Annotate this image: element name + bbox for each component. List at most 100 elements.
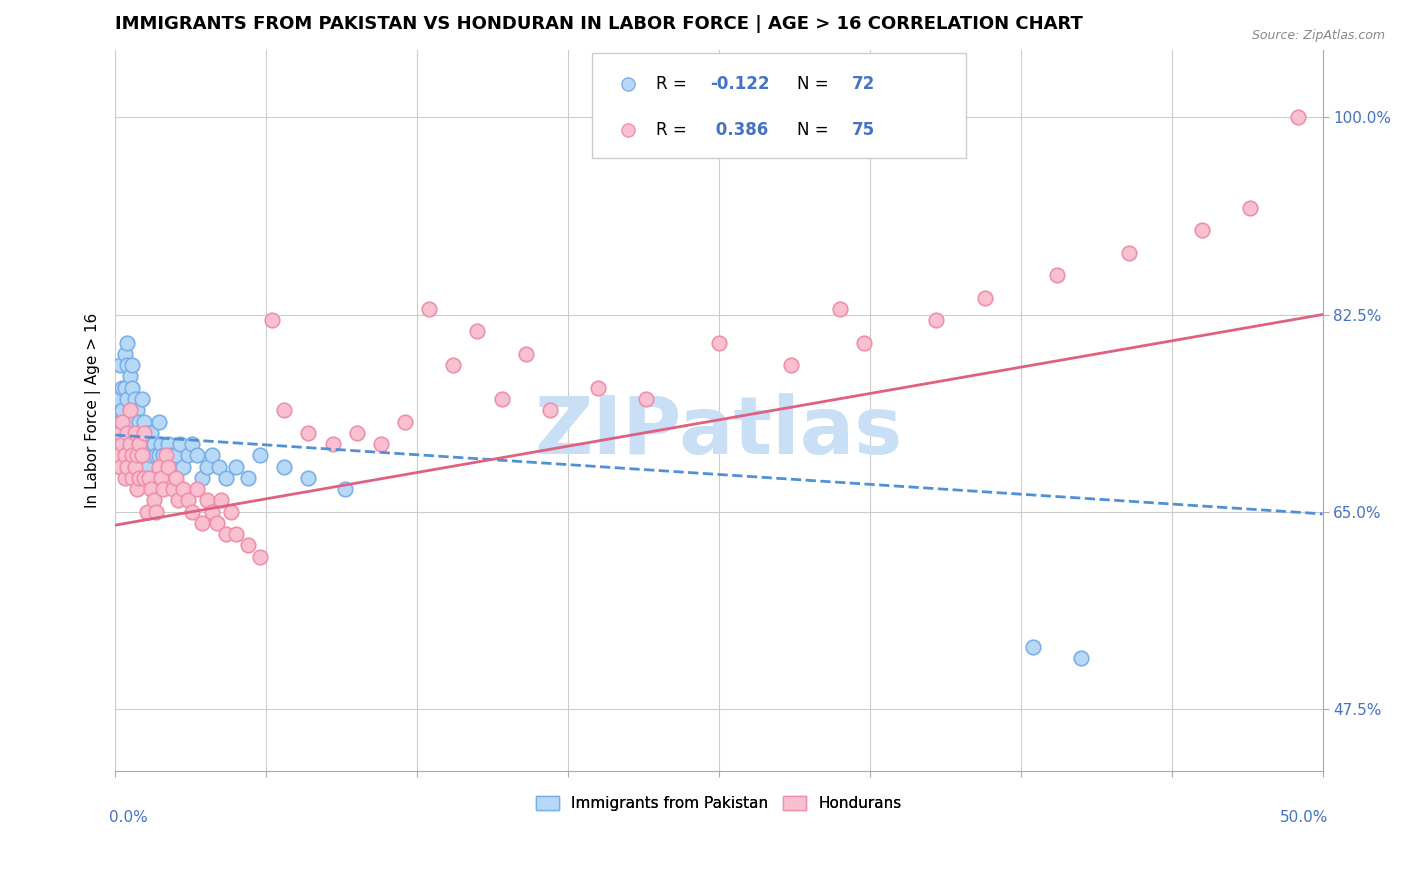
Point	[167, 493, 190, 508]
Point	[191, 516, 214, 530]
Point	[118, 403, 141, 417]
Point	[114, 347, 136, 361]
Text: R =: R =	[657, 121, 692, 139]
Point	[172, 459, 194, 474]
Point	[128, 471, 150, 485]
Point	[148, 459, 170, 474]
Point	[125, 482, 148, 496]
Text: R =: R =	[657, 75, 692, 94]
Text: 0.386: 0.386	[710, 121, 769, 139]
Point	[176, 493, 198, 508]
Point	[131, 448, 153, 462]
Point	[1070, 651, 1092, 665]
Point	[973, 291, 995, 305]
Point	[111, 437, 134, 451]
Point	[125, 448, 148, 462]
Point	[186, 482, 208, 496]
Point	[117, 335, 139, 350]
Text: 75: 75	[852, 121, 875, 139]
Point	[125, 459, 148, 474]
Point	[186, 448, 208, 462]
Point	[117, 392, 139, 406]
Point	[108, 437, 131, 451]
Point	[441, 358, 464, 372]
Point	[135, 505, 157, 519]
Point	[141, 482, 163, 496]
Point	[208, 459, 231, 474]
Point	[118, 437, 141, 451]
Point	[176, 448, 198, 462]
Point	[131, 425, 153, 440]
Text: N =: N =	[797, 75, 834, 94]
Point	[135, 425, 157, 440]
Point	[141, 448, 163, 462]
Point	[1286, 111, 1309, 125]
Point	[162, 482, 184, 496]
Text: N =: N =	[797, 121, 834, 139]
Point	[124, 425, 146, 440]
Point	[201, 505, 224, 519]
Point	[219, 505, 242, 519]
Point	[150, 471, 173, 485]
Text: -0.122: -0.122	[710, 75, 770, 94]
Point	[1130, 164, 1153, 178]
Point	[121, 448, 143, 462]
Point	[111, 381, 134, 395]
Point	[515, 347, 537, 361]
Point	[297, 471, 319, 485]
Point	[114, 448, 136, 462]
Point	[1022, 640, 1045, 654]
Point	[124, 459, 146, 474]
Text: IMMIGRANTS FROM PAKISTAN VS HONDURAN IN LABOR FORCE | AGE > 16 CORRELATION CHART: IMMIGRANTS FROM PAKISTAN VS HONDURAN IN …	[115, 15, 1083, 33]
Point	[145, 448, 167, 462]
Point	[111, 425, 134, 440]
Point	[925, 313, 948, 327]
Point	[150, 437, 173, 451]
Point	[108, 459, 131, 474]
Point	[273, 403, 295, 417]
Point	[134, 425, 156, 440]
Point	[491, 392, 513, 406]
Point	[538, 403, 561, 417]
Point	[195, 459, 218, 474]
Point	[114, 381, 136, 395]
Point	[162, 459, 184, 474]
Point	[155, 459, 177, 474]
Y-axis label: In Labor Force | Age > 16: In Labor Force | Age > 16	[86, 312, 101, 508]
Point	[121, 425, 143, 440]
Point	[195, 493, 218, 508]
Point	[273, 459, 295, 474]
Point	[467, 325, 489, 339]
Point	[191, 471, 214, 485]
Point	[205, 516, 228, 530]
Point	[111, 415, 134, 429]
Point	[128, 437, 150, 451]
Point	[418, 301, 440, 316]
Point	[1046, 268, 1069, 282]
Point	[114, 471, 136, 485]
Point	[118, 437, 141, 451]
Point	[125, 425, 148, 440]
Point	[297, 425, 319, 440]
Point	[118, 403, 141, 417]
Point	[142, 493, 165, 508]
Point	[201, 448, 224, 462]
Point	[128, 471, 150, 485]
Point	[225, 459, 247, 474]
Point	[157, 437, 180, 451]
Point	[165, 448, 187, 462]
Point	[124, 392, 146, 406]
Point	[155, 448, 177, 462]
Point	[117, 459, 139, 474]
Legend: Immigrants from Pakistan, Hondurans: Immigrants from Pakistan, Hondurans	[530, 789, 908, 817]
Point	[131, 392, 153, 406]
Point	[124, 415, 146, 429]
Text: 72: 72	[852, 75, 875, 94]
Point	[117, 358, 139, 372]
Point	[322, 437, 344, 451]
Text: ZIPatlas: ZIPatlas	[534, 392, 903, 471]
Point	[370, 437, 392, 451]
Point	[108, 358, 131, 372]
Point	[107, 425, 129, 440]
Point	[172, 482, 194, 496]
